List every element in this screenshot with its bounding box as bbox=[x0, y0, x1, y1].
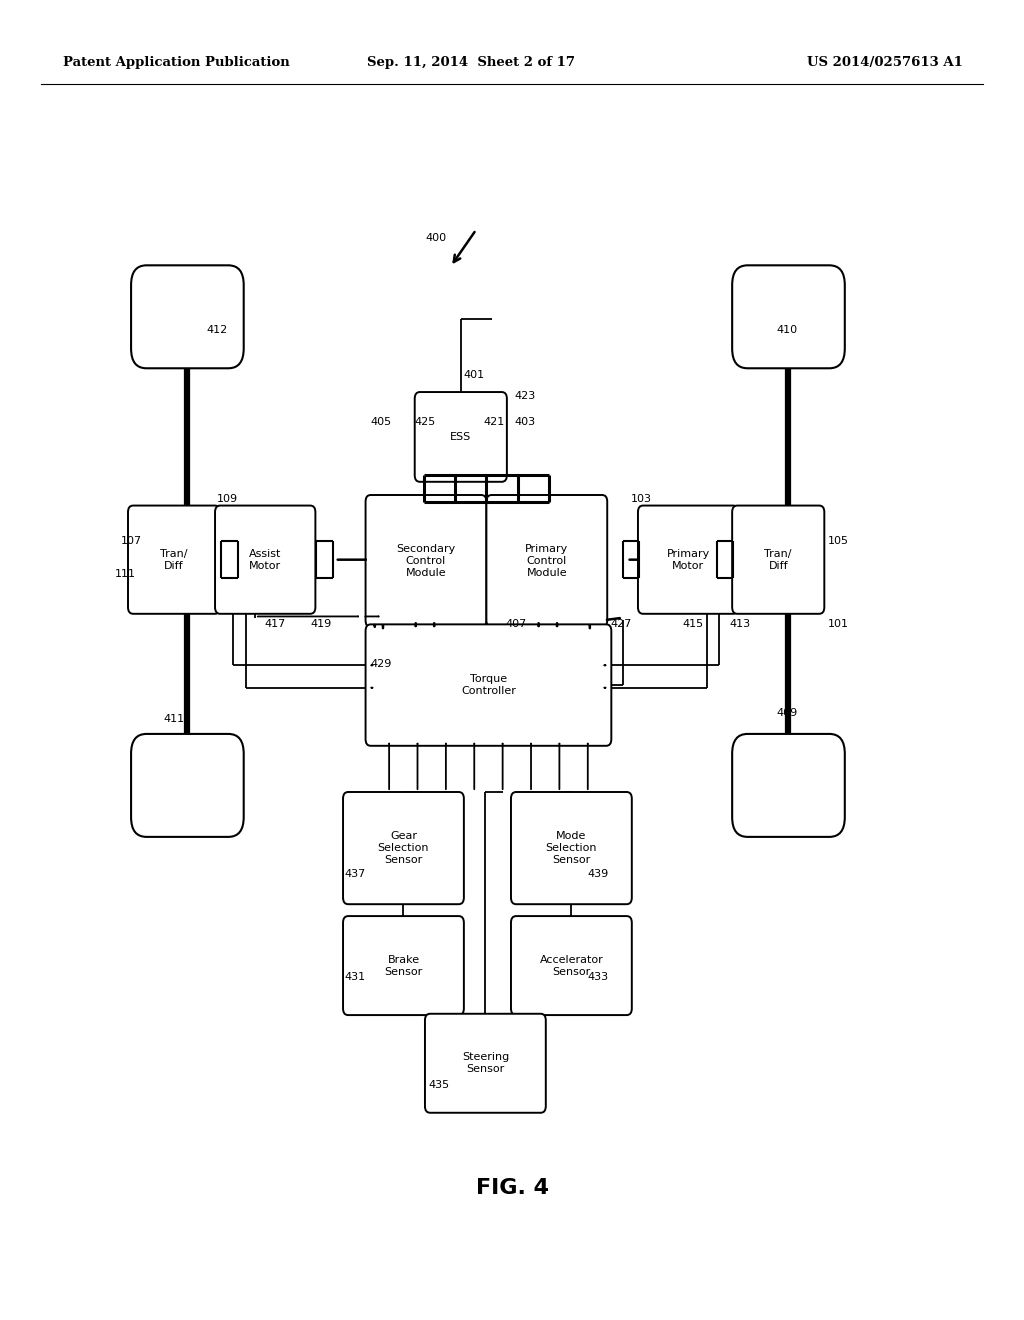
FancyBboxPatch shape bbox=[638, 506, 738, 614]
Text: 400: 400 bbox=[425, 232, 446, 243]
FancyBboxPatch shape bbox=[415, 392, 507, 482]
FancyBboxPatch shape bbox=[343, 916, 464, 1015]
FancyBboxPatch shape bbox=[511, 916, 632, 1015]
Text: Mode
Selection
Sensor: Mode Selection Sensor bbox=[546, 832, 597, 865]
Text: 437: 437 bbox=[344, 869, 366, 879]
Text: 405: 405 bbox=[371, 417, 392, 428]
Text: 407: 407 bbox=[506, 619, 527, 630]
FancyBboxPatch shape bbox=[131, 734, 244, 837]
Text: Gear
Selection
Sensor: Gear Selection Sensor bbox=[378, 832, 429, 865]
Text: 411: 411 bbox=[164, 714, 185, 725]
Text: Brake
Sensor: Brake Sensor bbox=[384, 954, 423, 977]
Text: FIG. 4: FIG. 4 bbox=[475, 1177, 549, 1199]
Text: 409: 409 bbox=[776, 708, 798, 718]
FancyBboxPatch shape bbox=[732, 506, 824, 614]
Text: 433: 433 bbox=[588, 972, 609, 982]
Text: Sep. 11, 2014  Sheet 2 of 17: Sep. 11, 2014 Sheet 2 of 17 bbox=[367, 55, 575, 69]
Text: 401: 401 bbox=[464, 370, 485, 380]
Text: 439: 439 bbox=[588, 869, 609, 879]
Text: Tran/
Diff: Tran/ Diff bbox=[161, 549, 187, 570]
FancyBboxPatch shape bbox=[732, 265, 845, 368]
Text: 423: 423 bbox=[514, 391, 536, 401]
Text: Secondary
Control
Module: Secondary Control Module bbox=[396, 544, 456, 578]
Text: Torque
Controller: Torque Controller bbox=[461, 675, 516, 696]
Text: 431: 431 bbox=[344, 972, 366, 982]
Text: Steering
Sensor: Steering Sensor bbox=[462, 1052, 509, 1074]
Text: Patent Application Publication: Patent Application Publication bbox=[63, 55, 290, 69]
FancyBboxPatch shape bbox=[131, 265, 244, 368]
Text: 111: 111 bbox=[115, 569, 136, 579]
Text: 410: 410 bbox=[776, 325, 798, 335]
Text: 421: 421 bbox=[483, 417, 505, 428]
Text: 107: 107 bbox=[121, 536, 142, 546]
FancyBboxPatch shape bbox=[732, 734, 845, 837]
Text: 425: 425 bbox=[415, 417, 436, 428]
Text: 429: 429 bbox=[371, 659, 392, 669]
Text: 412: 412 bbox=[207, 325, 228, 335]
Text: Primary
Motor: Primary Motor bbox=[667, 549, 710, 570]
Text: 427: 427 bbox=[610, 619, 632, 630]
FancyBboxPatch shape bbox=[511, 792, 632, 904]
Text: 403: 403 bbox=[514, 417, 536, 428]
FancyBboxPatch shape bbox=[366, 495, 486, 627]
FancyBboxPatch shape bbox=[366, 624, 611, 746]
FancyBboxPatch shape bbox=[425, 1014, 546, 1113]
Text: 435: 435 bbox=[428, 1080, 450, 1090]
Text: 103: 103 bbox=[631, 494, 652, 504]
Text: Assist
Motor: Assist Motor bbox=[249, 549, 282, 570]
Text: Primary
Control
Module: Primary Control Module bbox=[525, 544, 568, 578]
FancyBboxPatch shape bbox=[343, 792, 464, 904]
FancyBboxPatch shape bbox=[128, 506, 220, 614]
FancyBboxPatch shape bbox=[486, 495, 607, 627]
Text: US 2014/0257613 A1: US 2014/0257613 A1 bbox=[807, 55, 963, 69]
Text: Accelerator
Sensor: Accelerator Sensor bbox=[540, 954, 603, 977]
FancyBboxPatch shape bbox=[215, 506, 315, 614]
Text: ESS: ESS bbox=[451, 432, 471, 442]
Text: 413: 413 bbox=[729, 619, 751, 630]
Text: 105: 105 bbox=[827, 536, 849, 546]
Text: 417: 417 bbox=[264, 619, 286, 630]
Text: 419: 419 bbox=[310, 619, 332, 630]
Text: 109: 109 bbox=[217, 494, 239, 504]
Text: Tran/
Diff: Tran/ Diff bbox=[765, 549, 792, 570]
Text: 415: 415 bbox=[682, 619, 703, 630]
Text: 101: 101 bbox=[827, 619, 849, 630]
